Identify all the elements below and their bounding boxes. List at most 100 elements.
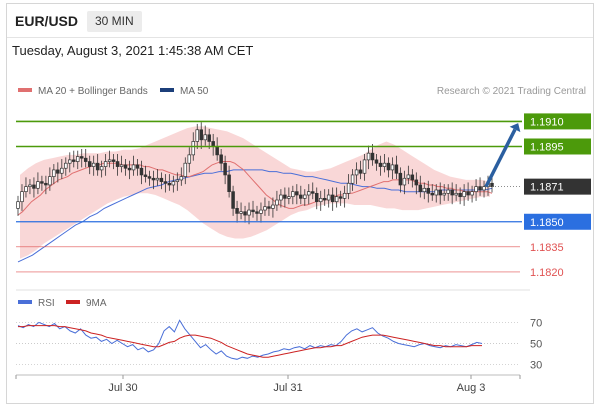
candle: [40, 175, 44, 191]
candle-body: [239, 211, 243, 214]
candle: [24, 177, 28, 198]
candle: [167, 174, 172, 191]
candle: [68, 152, 72, 173]
candle-body: [374, 159, 379, 164]
x-tick-label: Aug 3: [457, 382, 486, 394]
chart-header: EUR/USD 30 MIN: [7, 4, 593, 38]
candle-body: [32, 184, 36, 189]
bb-legend-label: MA 20 + Bollinger Bands: [38, 86, 148, 97]
candle: [446, 184, 450, 201]
candle-body: [175, 179, 180, 182]
candle-body: [295, 191, 299, 196]
candle: [434, 184, 438, 203]
candle: [231, 185, 235, 216]
candle: [299, 185, 303, 205]
candle: [267, 200, 271, 216]
forecast-arrow-head: [509, 123, 521, 133]
level-badge: [524, 213, 591, 230]
candle: [163, 174, 168, 193]
level-label: 1.1910: [530, 116, 564, 128]
candle-body: [183, 162, 188, 177]
candle-body: [255, 211, 259, 214]
candle: [346, 174, 351, 200]
candle: [235, 200, 239, 223]
candle: [199, 122, 203, 149]
candle-body: [28, 184, 32, 187]
level-label: 1.1835: [530, 242, 564, 254]
candle-body: [187, 154, 192, 164]
candle: [287, 187, 291, 205]
candle: [390, 157, 395, 180]
candle-body: [366, 152, 371, 161]
candle-body: [36, 181, 40, 189]
symbol-label: EUR/USD: [15, 13, 79, 29]
candle: [275, 190, 279, 211]
candle-body: [207, 134, 211, 142]
candle: [386, 157, 391, 178]
candle: [56, 162, 60, 183]
candle: [107, 150, 112, 168]
candle-body: [87, 161, 92, 167]
candle-body: [474, 186, 478, 193]
candle-body: [406, 174, 411, 179]
rsi-ma-legend-swatch: [66, 300, 80, 304]
level-badge: [524, 113, 591, 130]
candle: [474, 179, 478, 201]
level-label: 1.1871: [530, 182, 564, 194]
candle: [83, 149, 88, 168]
candle-body: [163, 181, 168, 184]
candle: [394, 155, 399, 180]
candle: [482, 180, 486, 198]
candle: [295, 184, 299, 205]
candle: [32, 177, 36, 198]
candle-body: [350, 174, 355, 184]
price-levels: 1.1910 1.1895 1.1871 1.1850 1.1835 1.1820: [16, 113, 591, 279]
candle: [322, 189, 327, 206]
candle-body: [398, 172, 403, 186]
candle-body: [322, 197, 327, 201]
candle: [155, 169, 160, 186]
candle-body: [466, 191, 470, 196]
candle: [48, 167, 52, 191]
candle-body: [482, 186, 486, 191]
candle-body: [91, 162, 96, 167]
candle-body: [119, 164, 124, 167]
rsi-plot: 70 50 30: [16, 317, 542, 372]
candle-body: [215, 146, 219, 156]
candle-body: [434, 189, 438, 196]
candle: [91, 155, 96, 176]
ma50-legend-label: MA 50: [180, 86, 209, 97]
candle: [195, 123, 199, 149]
candle: [283, 187, 287, 208]
candle: [207, 128, 211, 149]
candle: [291, 185, 295, 205]
candle-body: [338, 196, 343, 199]
timeframe-button[interactable]: 30 MIN: [87, 11, 142, 32]
ma50-line: [17, 169, 493, 263]
candle-body: [247, 209, 251, 216]
candle-body: [450, 189, 454, 196]
candle: [79, 149, 84, 168]
candle: [159, 172, 164, 190]
candle-body: [20, 191, 24, 203]
candle-body: [326, 194, 331, 201]
candle-body: [370, 152, 375, 161]
level-label: 1.1820: [530, 267, 564, 279]
candle-body: [414, 179, 419, 186]
candle: [442, 184, 446, 201]
candle: [143, 165, 148, 183]
level-badge: [524, 138, 591, 155]
candle-body: [68, 159, 72, 164]
candle-body: [267, 206, 271, 209]
candle: [279, 189, 283, 208]
candle: [255, 205, 259, 221]
candle-body: [438, 189, 442, 196]
candle-body: [402, 177, 407, 186]
candle: [362, 154, 367, 181]
candle-body: [346, 182, 351, 194]
candle: [370, 143, 375, 166]
candle-body: [279, 194, 283, 201]
candle: [318, 190, 323, 211]
candle: [422, 182, 427, 200]
